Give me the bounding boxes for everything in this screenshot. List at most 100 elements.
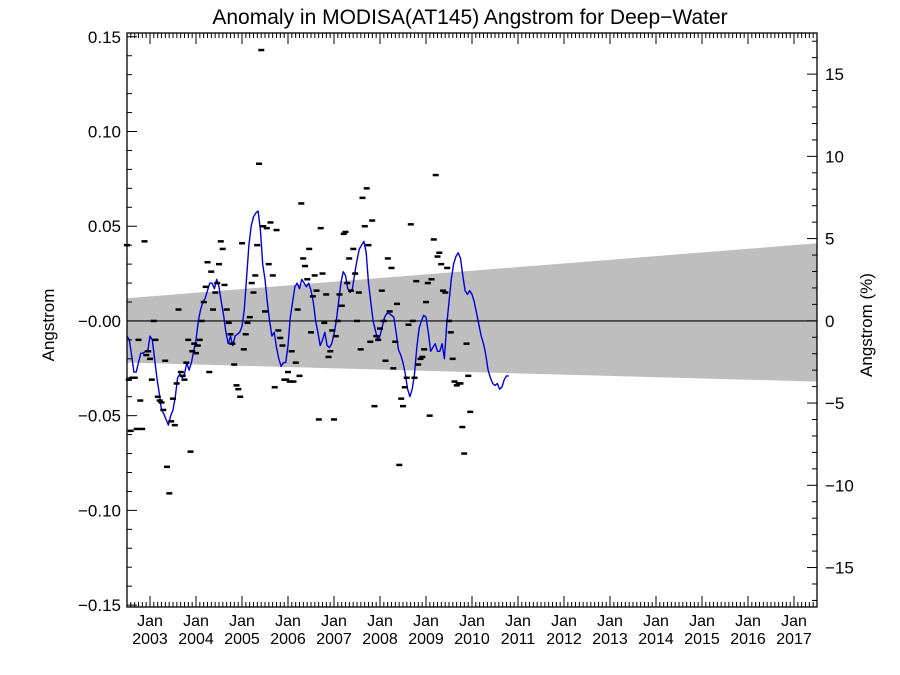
data-point-marker [313, 289, 320, 292]
data-point-marker [185, 338, 192, 342]
data-point-marker [453, 384, 460, 387]
x-tick-month-label: Jan [597, 613, 623, 630]
tick-labels-layer: 0.15 0.10 0.05 −0.00 −0.05 −0.10 −0.15 15 10 5 0 −5… [78, 28, 854, 648]
data-point-marker [265, 262, 272, 266]
data-point-marker [170, 397, 176, 400]
data-point-marker [373, 334, 380, 338]
data-point-marker [449, 357, 456, 361]
data-point-marker [288, 350, 295, 353]
data-point-marker [189, 350, 196, 353]
data-point-marker [250, 291, 257, 294]
data-point-marker [219, 247, 226, 251]
y2-tick-label: 0 [825, 312, 834, 331]
data-point-marker [235, 387, 242, 391]
data-point-marker [260, 225, 267, 228]
data-point-marker [457, 382, 464, 385]
data-point-marker [369, 219, 376, 222]
data-point-marker [283, 378, 290, 381]
x-tick-month-label: Jan [735, 613, 761, 630]
data-point-marker [294, 308, 301, 311]
y2-tick-label: 5 [825, 230, 834, 249]
data-point-marker [252, 274, 259, 277]
data-point-marker [139, 427, 146, 431]
data-point-marker [409, 319, 416, 323]
data-point-marker [277, 336, 284, 340]
smoothed-series-line [126, 210, 509, 426]
data-point-marker [227, 333, 234, 336]
data-point-marker [461, 452, 468, 455]
data-point-marker [286, 380, 293, 383]
data-point-marker [269, 274, 276, 277]
y2-tick-label: 10 [825, 147, 844, 166]
data-point-marker [430, 238, 437, 241]
x-tick-month-label: Jan [413, 613, 439, 630]
data-point-marker [292, 361, 299, 364]
x-tick-month-label: Jan [459, 613, 485, 630]
y2-tick-label: −10 [825, 476, 854, 495]
data-point-marker [323, 293, 330, 296]
data-point-marker [279, 344, 286, 347]
data-point-marker [377, 327, 383, 330]
data-point-marker [361, 225, 368, 228]
data-point-marker [263, 226, 270, 230]
data-point-marker [194, 344, 201, 347]
data-point-marker [327, 350, 334, 353]
data-point-marker [181, 378, 188, 381]
data-point-marker [214, 281, 221, 285]
trend-band [127, 243, 817, 382]
data-point-marker [417, 357, 424, 361]
data-point-marker [262, 310, 268, 313]
data-point-marker [352, 272, 359, 275]
data-point-marker [309, 295, 316, 298]
data-point-marker [191, 342, 198, 345]
data-point-marker [175, 308, 182, 311]
data-point-marker [152, 338, 159, 342]
data-point-marker [246, 315, 253, 319]
data-point-marker [407, 223, 414, 226]
x-tick-month-label: Jan [137, 613, 163, 630]
data-point-marker [244, 321, 251, 325]
data-point-marker [367, 340, 374, 343]
x-tick-year-label: 2013 [592, 631, 628, 648]
data-point-marker [141, 240, 148, 243]
data-point-marker [357, 348, 364, 351]
data-point-marker [403, 376, 410, 379]
x-tick-year-label: 2016 [730, 631, 766, 648]
trend-band-layer [127, 243, 817, 382]
y2-tick-label: 15 [825, 65, 844, 84]
data-point-marker [467, 410, 474, 414]
data-point-marker [150, 319, 157, 323]
y2-tick-label: −15 [825, 559, 854, 578]
y-tick-label: 0.15 [88, 28, 121, 47]
data-point-marker [388, 266, 395, 270]
data-point-marker [273, 228, 280, 232]
data-point-marker [371, 404, 378, 408]
data-point-marker [459, 425, 466, 429]
data-point-marker [162, 359, 169, 362]
data-point-marker [390, 367, 397, 370]
data-point-marker [421, 348, 428, 351]
data-point-marker [346, 257, 353, 260]
data-point-marker [321, 321, 328, 325]
data-point-marker [275, 329, 282, 332]
data-point-marker [187, 450, 194, 453]
data-point-marker [465, 374, 472, 378]
data-point-marker [183, 361, 190, 364]
data-point-marker [256, 162, 262, 165]
data-point-marker [216, 262, 222, 266]
x-tick-year-label: 2007 [316, 631, 352, 648]
data-point-marker [258, 48, 265, 52]
data-point-marker [223, 308, 230, 311]
data-point-marker [285, 370, 291, 374]
data-point-marker [131, 376, 138, 379]
data-point-marker [434, 255, 441, 258]
data-point-marker [398, 397, 405, 400]
data-point-marker [177, 370, 184, 374]
x-tick-month-label: Jan [321, 613, 347, 630]
data-points-layer [124, 48, 474, 495]
data-point-marker [156, 399, 163, 402]
data-point-marker [340, 232, 347, 236]
y-tick-label: −0.05 [78, 407, 121, 426]
data-point-marker [239, 242, 245, 245]
